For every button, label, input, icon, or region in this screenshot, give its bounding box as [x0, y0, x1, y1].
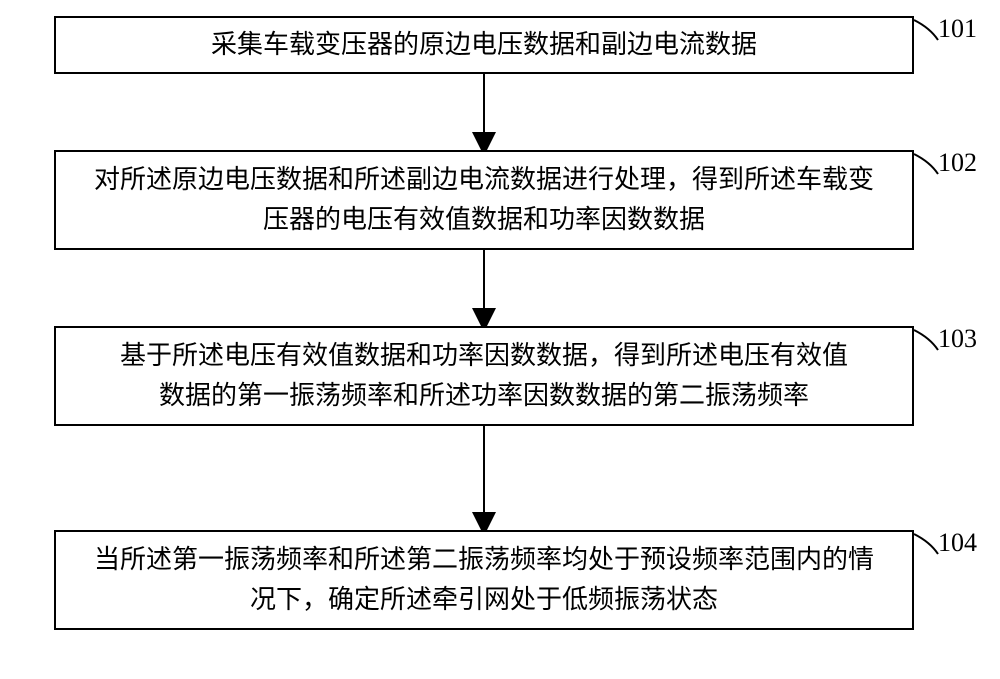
step-label-text: 102 — [938, 148, 977, 177]
step-label-n2: 102 — [938, 148, 977, 178]
label-connector-0 — [914, 20, 938, 40]
flow-node-text: 当所述第一振荡频率和所述第二振荡频率均处于预设频率范围内的情 况下，确定所述牵引… — [94, 540, 874, 621]
flow-node-n1: 采集车载变压器的原边电压数据和副边电流数据 — [54, 16, 914, 74]
step-label-n4: 104 — [938, 528, 977, 558]
flow-node-text: 采集车载变压器的原边电压数据和副边电流数据 — [211, 25, 757, 65]
step-label-text: 104 — [938, 528, 977, 557]
label-connector-group — [914, 20, 938, 554]
step-label-text: 101 — [938, 14, 977, 43]
step-label-n3: 103 — [938, 324, 977, 354]
flow-node-n4: 当所述第一振荡频率和所述第二振荡频率均处于预设频率范围内的情 况下，确定所述牵引… — [54, 530, 914, 630]
flowchart-canvas: 采集车载变压器的原边电压数据和副边电流数据对所述原边电压数据和所述副边电流数据进… — [0, 0, 1000, 679]
flow-node-n3: 基于所述电压有效值数据和功率因数数据，得到所述电压有效值 数据的第一振荡频率和所… — [54, 326, 914, 426]
flow-node-text: 对所述原边电压数据和所述副边电流数据进行处理，得到所述车载变 压器的电压有效值数… — [94, 160, 874, 241]
step-label-n1: 101 — [938, 14, 977, 44]
label-connector-2 — [914, 330, 938, 350]
label-connector-1 — [914, 154, 938, 174]
flow-node-n2: 对所述原边电压数据和所述副边电流数据进行处理，得到所述车载变 压器的电压有效值数… — [54, 150, 914, 250]
label-connector-3 — [914, 534, 938, 554]
step-label-text: 103 — [938, 324, 977, 353]
flow-node-text: 基于所述电压有效值数据和功率因数数据，得到所述电压有效值 数据的第一振荡频率和所… — [120, 336, 848, 417]
